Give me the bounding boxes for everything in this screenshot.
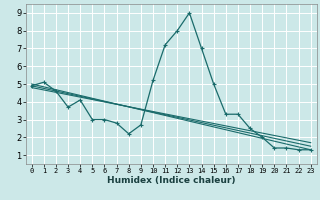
X-axis label: Humidex (Indice chaleur): Humidex (Indice chaleur) — [107, 176, 236, 185]
